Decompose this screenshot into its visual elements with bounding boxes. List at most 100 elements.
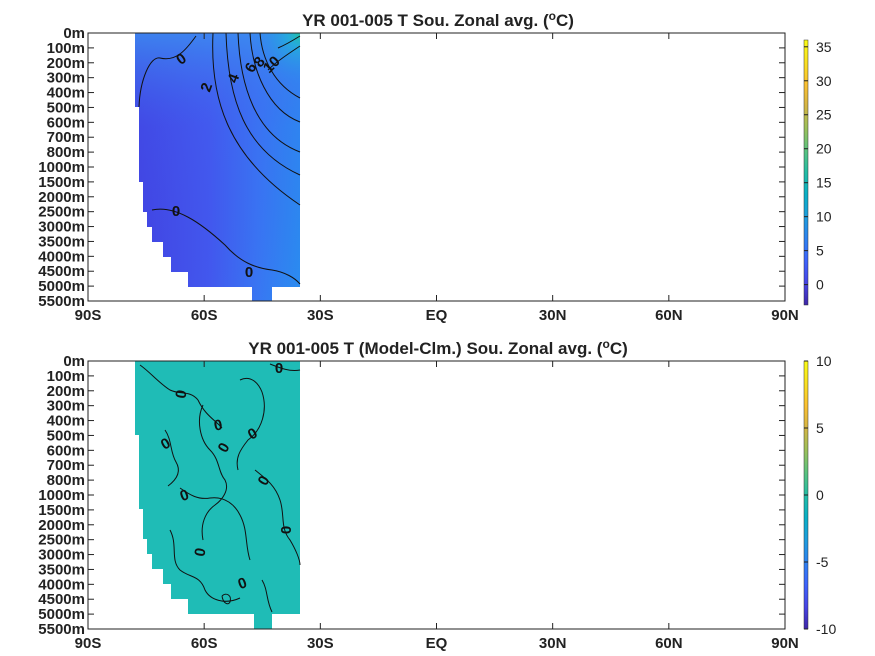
contour-line [269,363,301,371]
y-tick-label: 2500m [38,532,85,549]
y-tick-label: 400m [47,413,85,430]
contour-line [139,364,223,429]
y-tick-label: 5500m [38,621,85,638]
x-tick-label: 30S [307,635,334,652]
contour-line [261,579,273,613]
y-tick-label: 1000m [38,159,85,176]
colorbar-tick-label: 10 [816,353,832,369]
difference-title: YR 001-005 T (Model-Clm.) Sou. Zonal avg… [248,337,628,358]
contour-label: 0 [172,389,190,400]
y-tick-label: 1500m [38,174,85,191]
y-tick-label: 700m [47,457,85,474]
y-tick-label: 2500m [38,204,85,221]
y-tick-label: 4500m [38,591,85,608]
contour-line [138,35,197,108]
contour-label: 0 [213,416,224,434]
x-tick-label: 90N [771,307,799,324]
x-tick-label: 30N [539,635,567,652]
temperature-title: YR 001-005 T Sou. Zonal avg. (oC) [302,9,574,30]
temperature-x-axis: 90S 60S 30S EQ 30N 60N 90N [75,33,799,324]
x-tick-label: 60S [191,635,218,652]
colorbar-tick-label: 30 [816,73,832,89]
contour-label: 0 [245,264,253,281]
contour-line [151,208,301,285]
y-tick-label: 3500m [38,561,85,578]
y-tick-label: 300m [47,70,85,87]
contour-line [254,469,301,566]
y-tick-label: 100m [47,368,85,385]
x-tick-label: 60S [191,307,218,324]
colorbar-tick-label: 20 [816,141,832,157]
x-tick-label: 90S [75,307,102,324]
contour-line [249,32,301,123]
contour-line [179,487,251,561]
y-tick-label: 500m [47,99,85,116]
contour-label: 0 [191,547,209,558]
x-tick-label: 90S [75,635,102,652]
colorbar-tick-label: 0 [816,487,824,503]
y-tick-label: 4000m [38,576,85,593]
contour-line [277,35,301,49]
temperature-colorbar-ticks: 0 5 10 15 20 25 30 35 [804,39,832,293]
y-tick-label: 500m [47,427,85,444]
y-tick-label: 700m [47,129,85,146]
contour-line [169,529,241,602]
colorbar-tick-label: -10 [816,621,836,637]
contour-line [237,32,301,153]
x-tick-label: EQ [426,635,448,652]
y-tick-label: 0m [63,353,85,370]
y-tick-label: 3500m [38,233,85,250]
colorbar-tick-label: 0 [816,277,824,293]
contour-line [236,377,265,471]
y-tick-label: 0m [63,25,85,42]
y-tick-label: 1500m [38,502,85,519]
colorbar-tick-label: 5 [816,243,824,259]
colorbar-tick-label: 10 [816,209,832,225]
difference-x-axis: 90S 60S 30S EQ 30N 60N 90N [75,361,799,652]
y-tick-label: 3000m [38,219,85,236]
difference-colorbar-ticks: 10 5 0 -5 -10 [804,353,836,637]
y-tick-label: 5000m [38,606,85,623]
y-tick-label: 4500m [38,263,85,280]
colorbar-tick-label: -5 [816,554,829,570]
difference-field: 0 0 0 0 0 0 0 0 0 0 0 [135,360,301,629]
y-tick-label: 800m [47,472,85,489]
difference-y-axis: 0m100m200m300m400m500m600m700m800m1000m1… [38,353,785,638]
y-tick-label: 200m [47,55,85,72]
y-tick-label: 3000m [38,547,85,564]
y-tick-label: 2000m [38,189,85,206]
contour-line [199,404,228,541]
temperature-y-axis: 0m100m200m300m400m500m600m700m800m1000m1… [38,25,785,310]
temperature-panel: YR 001-005 T Sou. Zonal avg. (oC) 0 2 4 … [38,9,832,324]
y-tick-label: 100m [47,40,85,57]
colorbar-tick-label: 15 [816,175,832,191]
contour-label: 0 [275,360,283,377]
contour-line [212,32,301,206]
x-tick-label: 90N [771,635,799,652]
contour-line [221,593,231,605]
x-tick-label: 60N [655,635,683,652]
y-tick-label: 2000m [38,517,85,534]
y-tick-label: 600m [47,114,85,131]
y-tick-label: 4000m [38,248,85,265]
temperature-field: 0 2 4 6 8 10 0 0 [135,32,301,301]
contour-line [164,429,179,487]
x-tick-label: 30N [539,307,567,324]
x-tick-label: 30S [307,307,334,324]
x-tick-label: 60N [655,307,683,324]
y-tick-label: 200m [47,383,85,400]
contour-label: 0 [172,203,180,220]
x-tick-label: EQ [426,307,448,324]
y-tick-label: 800m [47,144,85,161]
y-tick-label: 5500m [38,293,85,310]
y-tick-label: 600m [47,442,85,459]
colorbar-tick-label: 35 [816,39,832,55]
y-tick-label: 400m [47,85,85,102]
colorbar-tick-label: 25 [816,107,832,123]
difference-fill [135,361,300,629]
y-tick-label: 300m [47,398,85,415]
y-tick-label: 1000m [38,487,85,504]
contour-label: 0 [278,526,295,534]
y-tick-label: 5000m [38,278,85,295]
